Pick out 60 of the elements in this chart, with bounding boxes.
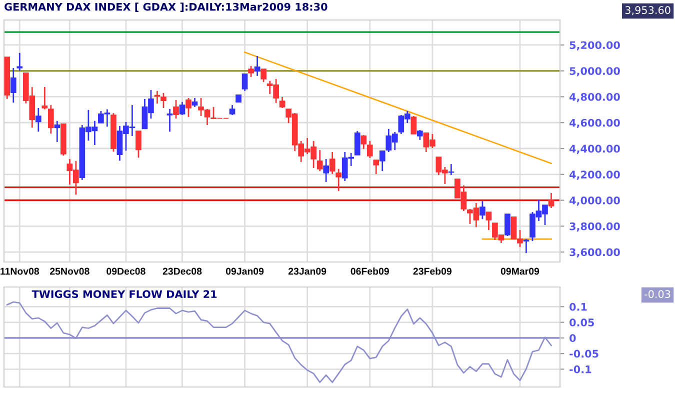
y-tick-label: 0 <box>570 334 576 342</box>
y-tick-label: 5,200.00 <box>570 41 620 50</box>
candlestick <box>366 140 373 159</box>
candlestick <box>16 52 23 72</box>
y-tick-label: 0.1 <box>570 302 587 311</box>
x-tick-label: 09Mar09 <box>500 268 540 275</box>
chart-title: GERMANY DAX INDEX [ GDAX ]:DAILY:13Mar2009 18:30 <box>4 2 328 12</box>
candlestick <box>416 129 423 141</box>
y-tick-label: 0.05 <box>570 318 594 326</box>
candlestick <box>48 104 54 134</box>
x-tick-label: 09Dec08 <box>106 268 146 275</box>
x-tick-label: 23Feb09 <box>413 268 452 275</box>
candlestick <box>136 130 142 158</box>
candlestick <box>336 168 342 192</box>
x-tick-label: 11Nov08 <box>0 268 40 275</box>
candlestick <box>373 159 380 175</box>
y-tick-label: 4,200.00 <box>569 170 620 180</box>
candlestick <box>42 86 48 110</box>
candlestick <box>486 211 492 231</box>
candlestick <box>329 151 336 175</box>
candlestick <box>248 65 254 78</box>
candlestick <box>480 200 486 220</box>
candlestick <box>523 238 530 254</box>
x-tick-label: 25Nov08 <box>50 268 90 275</box>
candlestick <box>379 150 386 172</box>
candlestick <box>316 149 323 172</box>
y-tick-label: 4,800.00 <box>569 92 620 102</box>
candlestick <box>10 67 16 104</box>
candlestick <box>35 107 42 132</box>
candlestick <box>179 101 186 116</box>
x-tick-label: 06Feb09 <box>350 268 389 275</box>
text: 3,953.60 <box>625 6 670 16</box>
y-tick-label: 3,600.00 <box>570 248 620 258</box>
y-tick-label: 4,600.00 <box>569 118 620 128</box>
candlestick <box>410 115 417 135</box>
candlestick <box>186 97 192 118</box>
candlestick <box>354 130 360 156</box>
candlestick <box>242 73 248 92</box>
candlestick <box>254 55 260 77</box>
x-tick-label: 23Jan09 <box>288 268 326 275</box>
text: -0.03 <box>644 290 670 298</box>
candlestick <box>229 104 236 116</box>
y-tick-label: 4,400.00 <box>569 144 620 154</box>
candlestick <box>323 158 330 183</box>
y-tick-label: 5,000.00 <box>570 67 620 76</box>
y-tick-label: -0.1 <box>570 365 592 374</box>
candlestick <box>504 213 510 237</box>
candlestick <box>166 108 173 132</box>
y-tick-label: 4,000.00 <box>569 196 620 206</box>
candlestick <box>548 192 554 209</box>
candlestick <box>173 99 179 120</box>
x-tick-label: 23Dec08 <box>162 268 202 275</box>
candlestick <box>54 120 60 143</box>
y-tick-label: 3,800.00 <box>570 222 620 232</box>
candlestick <box>279 96 286 109</box>
candlestick <box>260 68 266 83</box>
x-tick-label: 09Jan09 <box>226 268 264 275</box>
y-tick-label: -0.05 <box>570 350 598 358</box>
chart-title: TWIGGS MONEY FLOW DAILY 21 <box>32 290 217 298</box>
candlestick <box>360 134 367 150</box>
